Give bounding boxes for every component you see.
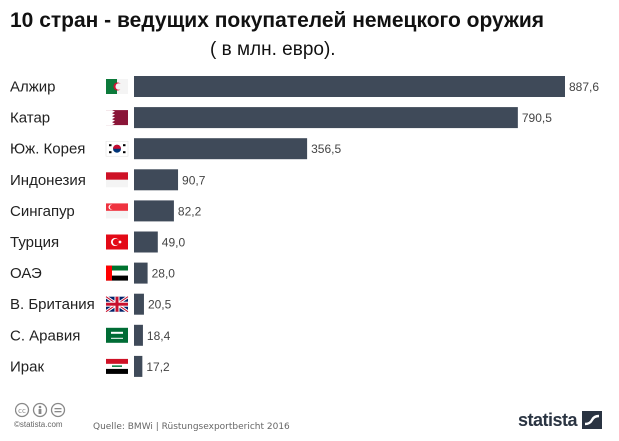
bar-row: Турция 49,0 (10, 231, 186, 253)
bar-row: Ирак 17,2 (10, 355, 170, 377)
value-label: 82,2 (178, 204, 202, 218)
creative-commons-icon: cc (15, 402, 66, 418)
bar-row: В. Британия 20,5 (10, 293, 172, 315)
value-label: 18,4 (147, 329, 171, 343)
bar-row: Катар 790,5 (10, 107, 552, 129)
chart-subtitle: ( в млн. евро). (210, 39, 336, 60)
svg-text:cc: cc (18, 407, 26, 415)
bar (134, 200, 174, 222)
algeria-flag-icon (106, 79, 128, 94)
category-label: В. Британия (10, 296, 95, 313)
category-label: С. Аравия (10, 327, 80, 344)
value-label: 20,5 (148, 298, 172, 312)
bar-row: Алжир 887,6 (10, 76, 599, 97)
turkey-flag-icon (106, 234, 128, 250)
bar-row: Юж. Корея 356,5 (10, 138, 341, 160)
footer: cc ©statista.com Quelle: BMWi | Rüstungs… (0, 398, 619, 441)
statista-logo: statista (518, 410, 578, 430)
saudi-arabia-flag-icon (106, 327, 128, 343)
value-label: 49,0 (162, 236, 186, 250)
value-label: 790,5 (522, 111, 552, 125)
singapore-flag-icon (106, 203, 128, 219)
south-korea-flag-icon (105, 140, 129, 157)
bar (134, 169, 179, 191)
bar (134, 76, 565, 97)
bar (134, 355, 143, 377)
uk-flag-icon (105, 295, 129, 313)
uae-flag-icon (106, 265, 128, 281)
category-label: Индонезия (10, 172, 86, 189)
bar-row: С. Аравия 18,4 (10, 324, 171, 346)
category-label: ОАЭ (10, 265, 42, 282)
value-label: 356,5 (311, 142, 341, 156)
category-label: Ирак (10, 358, 44, 375)
statista-logo-icon (582, 411, 602, 429)
category-label: Алжир (10, 79, 56, 96)
indonesia-flag-icon (106, 172, 128, 188)
iraq-flag-icon (106, 358, 128, 374)
bar (134, 324, 143, 346)
category-label: Турция (10, 234, 59, 251)
value-label: 17,2 (146, 360, 170, 374)
bar (134, 107, 518, 129)
bar-row: Сингапур 82,2 (10, 200, 202, 222)
category-label: Сингапур (10, 203, 75, 220)
source-text: Quelle: BMWi | Rüstungsexportbericht 201… (93, 422, 290, 432)
bar (134, 262, 148, 284)
bar (134, 138, 308, 160)
bar-row: Индонезия 90,7 (10, 169, 206, 191)
bar-chart: Алжир 887,6 Катар 790,5 Юж. Корея 356,5 Индоне… (10, 76, 599, 377)
chart-title: 10 стран - ведущих покупателей немецкого… (10, 9, 545, 32)
category-label: Юж. Корея (10, 141, 85, 158)
value-label: 28,0 (152, 267, 176, 281)
credit-text: ©statista.com (14, 420, 63, 429)
value-label: 90,7 (182, 173, 206, 187)
bar-row: ОАЭ 28,0 (10, 262, 176, 284)
qatar-flag-icon (106, 110, 128, 126)
bar (134, 231, 158, 253)
category-label: Катар (10, 110, 50, 127)
value-label: 887,6 (569, 80, 599, 94)
bar (134, 293, 144, 315)
